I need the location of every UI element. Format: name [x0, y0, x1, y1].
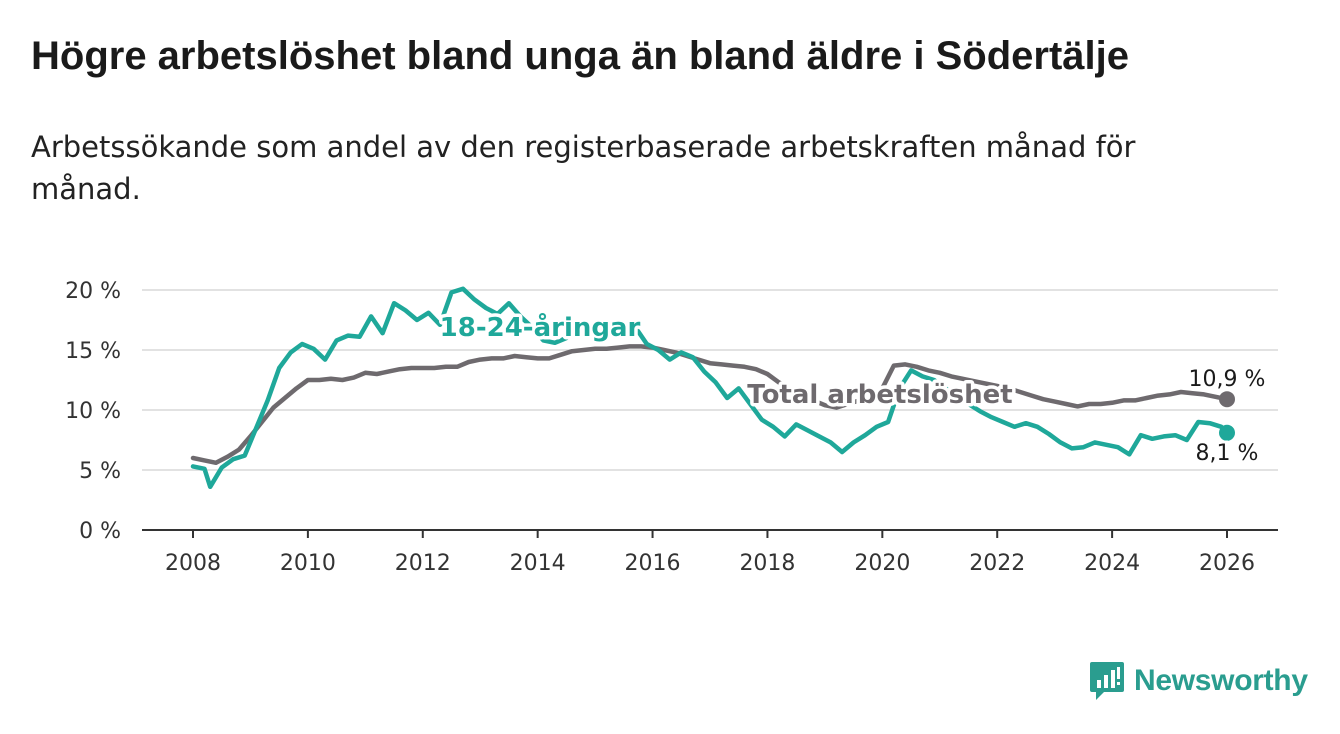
- newsworthy-wordmark: Newsworthy: [1134, 664, 1308, 697]
- x-tick-label: 2012: [395, 551, 451, 576]
- bar-chart-logo-icon: [1090, 662, 1124, 700]
- y-tick-label: 5 %: [79, 459, 121, 484]
- x-tick-label: 2022: [969, 551, 1025, 576]
- x-tick-label: 2010: [280, 551, 336, 576]
- y-axis-tick-labels: 0 % 5 % 10 % 15 % 20 %: [65, 279, 121, 544]
- series-lines: [190, 286, 1235, 490]
- x-tick-label: 2014: [510, 551, 566, 576]
- youth-end-value-label: 8,1 %: [1196, 441, 1259, 466]
- x-tick-label: 2024: [1084, 551, 1140, 576]
- total-end-value-label: 10,9 %: [1189, 367, 1266, 392]
- chart-title: Högre arbetslöshet bland unga än bland ä…: [31, 34, 1129, 78]
- y-tick-label: 20 %: [65, 279, 121, 304]
- x-tick-label: 2020: [854, 551, 910, 576]
- y-tick-label: 10 %: [65, 399, 121, 424]
- x-tick-label: 2026: [1199, 551, 1255, 576]
- total-endpoint: [1219, 391, 1235, 408]
- series-labels: 18-24-åringar Total arbetslöshet 10,9 % 8,1…: [436, 308, 1268, 470]
- youth-line: [190, 286, 1230, 490]
- x-tick-label: 2016: [625, 551, 681, 576]
- x-tick-label: 2008: [165, 551, 221, 576]
- youth-series-label: 18-24-åringar: [440, 311, 641, 343]
- total-series-label: Total arbetslöshet: [747, 380, 1012, 410]
- chart-subtitle: Arbetssökande som andel av den registerb…: [31, 130, 1136, 206]
- youth-endpoint: [1219, 424, 1235, 441]
- newsworthy-logo: Newsworthy: [1088, 660, 1308, 702]
- y-tick-label: 15 %: [65, 339, 121, 364]
- y-tick-label: 0 %: [79, 519, 121, 544]
- x-tick-label: 2018: [739, 551, 795, 576]
- total-line: [190, 344, 1230, 466]
- x-axis: 2008 2010 2012 2014 2016 2018 2020 2022 2024 2026: [142, 529, 1278, 576]
